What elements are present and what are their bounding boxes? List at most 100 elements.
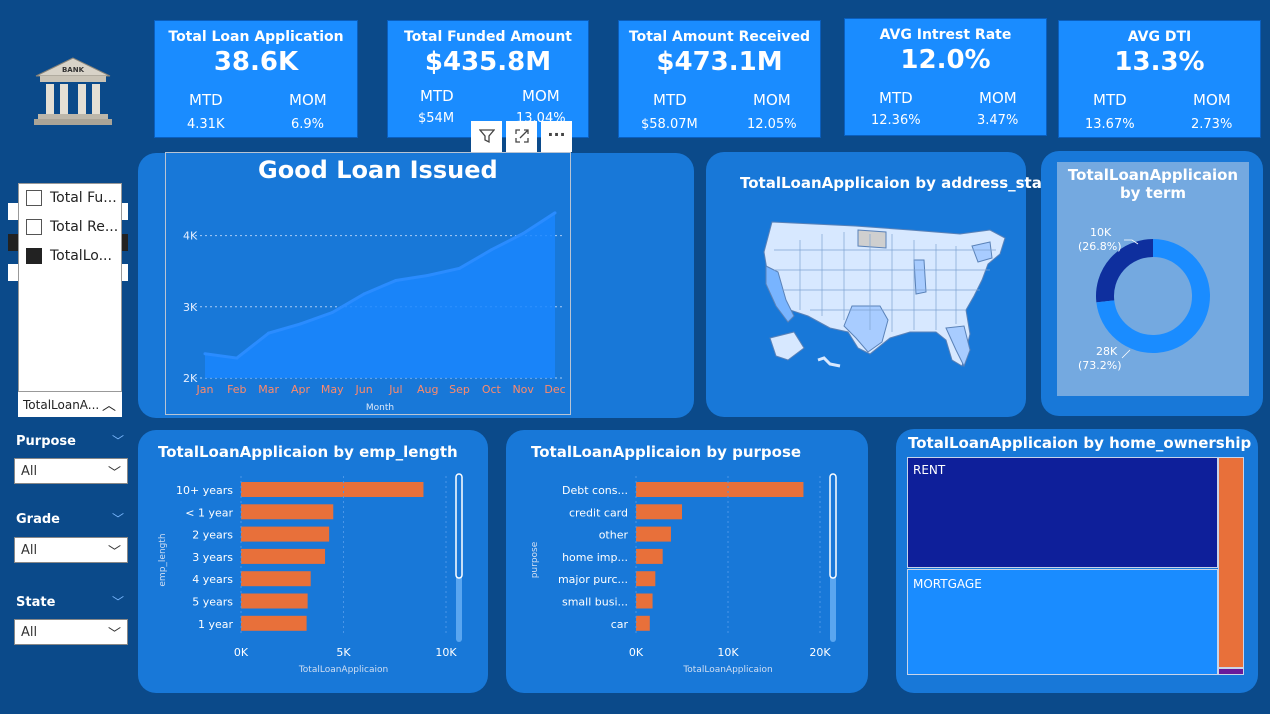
checkbox[interactable] xyxy=(26,219,42,235)
treemap-cell-mortgage[interactable]: MORTGAGE xyxy=(907,569,1218,675)
scrollbar-thumb xyxy=(829,473,837,579)
mtd-value: 4.31K xyxy=(187,117,225,132)
mtd-value: $58.07M xyxy=(641,117,698,132)
measure-option-total-received[interactable]: Total Re... xyxy=(26,219,118,235)
bar xyxy=(241,593,308,609)
x-tick-label: May xyxy=(321,383,344,396)
bar xyxy=(241,571,311,587)
kpi-total-amount-received[interactable]: Total Amount Received $473.1M MTD MOM $5… xyxy=(618,20,821,138)
state-alaska xyxy=(769,331,805,361)
chevron-down-icon[interactable]: ﹀ xyxy=(112,434,125,448)
kpi-title: AVG Intrest Rate xyxy=(879,27,1012,43)
filter-icon[interactable] xyxy=(471,121,502,152)
y-tick-label: < 1 year xyxy=(185,506,233,519)
home-ownership-title: TotalLoanApplicaion by home_ownership xyxy=(908,434,1252,452)
purpose-dropdown[interactable]: All ﹀ xyxy=(14,458,128,484)
data-point xyxy=(489,248,493,252)
state-dropdown[interactable]: All ﹀ xyxy=(14,619,128,645)
bar xyxy=(241,526,330,542)
x-tick-label: 0K xyxy=(234,646,249,659)
checkbox-checked[interactable] xyxy=(26,248,42,264)
kpi-value: $435.8M xyxy=(424,47,552,77)
x-axis-title: TotalLoanApplicaion xyxy=(298,665,388,675)
visual-header-toolbar[interactable]: ··· xyxy=(471,121,572,152)
grade-value: All xyxy=(21,543,38,558)
chevron-down-icon[interactable]: ﹀ xyxy=(112,512,125,526)
us-mainland-shape xyxy=(763,221,1006,367)
x-tick-label: Dec xyxy=(544,383,565,396)
kpi-title: Total Funded Amount xyxy=(404,29,572,45)
kpi-total-loan-application[interactable]: Total Loan Application 38.6K MTD MOM 4.3… xyxy=(154,20,358,138)
more-options-icon[interactable]: ··· xyxy=(541,121,572,152)
mtd-label: MTD xyxy=(653,91,687,109)
slice-value-label: 28K xyxy=(1096,345,1118,358)
kpi-title: Total Amount Received xyxy=(628,29,811,45)
measure-option-total-loan[interactable]: TotalLo... xyxy=(26,248,112,264)
bank-logo-text: BANK xyxy=(62,66,85,74)
mom-label: MOM xyxy=(753,91,791,109)
data-point xyxy=(458,266,462,270)
treemap-cell-rent[interactable]: RENT xyxy=(907,457,1218,568)
mom-value: 12.05% xyxy=(747,117,797,132)
data-point xyxy=(267,331,271,335)
state-grid xyxy=(774,232,996,332)
map-title: TotalLoanApplicaion by address_state xyxy=(740,174,1060,192)
term-donut-chart: 10K(26.8%) 28K(73.2%) xyxy=(1078,226,1210,372)
area-fill xyxy=(205,212,555,378)
us-map[interactable] xyxy=(760,220,1010,370)
treemap-cell-other[interactable] xyxy=(1218,668,1244,675)
kpi-total-funded-amount[interactable]: Total Funded Amount $435.8M MTD MOM $54M… xyxy=(387,20,589,138)
bar xyxy=(636,571,656,587)
purpose-filter-label: Purpose xyxy=(16,434,76,449)
treemap-cell-own[interactable] xyxy=(1218,457,1244,668)
purpose-value: All xyxy=(21,464,38,479)
grade-dropdown[interactable]: All ﹀ xyxy=(14,537,128,563)
x-tick-label: Sep xyxy=(449,383,470,396)
chevron-down-icon[interactable]: ﹀ xyxy=(112,595,125,609)
y-tick-label: 4K xyxy=(183,230,198,243)
data-point xyxy=(203,352,207,356)
kpi-avg-interest-rate[interactable]: AVG Intrest Rate 12.0% MTD MOM 12.36% 3.… xyxy=(844,18,1047,136)
series-line xyxy=(204,211,556,360)
donut-slice xyxy=(1096,239,1210,353)
focus-mode-icon[interactable] xyxy=(506,121,537,152)
scrollbar-thumb xyxy=(455,473,463,579)
purpose-card[interactable] xyxy=(506,430,868,693)
y-axis-title: emp_length xyxy=(158,533,168,586)
checkbox[interactable] xyxy=(26,190,42,206)
x-tick-label: 20K xyxy=(809,646,831,659)
measure-option-total-funded[interactable]: Total Fu... xyxy=(26,190,117,206)
selected-visual-frame[interactable] xyxy=(165,152,571,415)
y-axis-title: purpose xyxy=(530,541,540,578)
measure-dropdown[interactable]: TotalLoanA... ︿ xyxy=(18,391,122,417)
chevron-down-icon: ﹀ xyxy=(107,627,121,642)
mtd-label: MTD xyxy=(189,91,223,109)
x-tick-label: 10K xyxy=(435,646,457,659)
state-north-dakota xyxy=(857,229,887,249)
y-tick-label: 3K xyxy=(183,301,198,314)
donut-slice xyxy=(1096,239,1154,303)
x-tick-label: Aug xyxy=(417,383,438,396)
x-tick-label: Jun xyxy=(354,383,372,396)
treemap-label-mortgage: MORTGAGE xyxy=(913,577,982,591)
state-illinois xyxy=(913,259,927,295)
chevron-down-icon: ﹀ xyxy=(107,545,121,560)
x-tick-label: Oct xyxy=(482,383,502,396)
y-tick-label: 3 years xyxy=(192,551,233,564)
x-axis-title: TotalLoanApplicaion xyxy=(682,665,772,675)
y-tick-label: small busi... xyxy=(562,596,628,609)
purpose-bar-chart: Debt cons... credit card other home imp... m… xyxy=(530,473,837,675)
x-tick-label: Jul xyxy=(388,383,402,396)
chevron-up-icon: ︿ xyxy=(102,398,116,414)
kpi-value: 12.0% xyxy=(900,45,991,75)
data-point xyxy=(426,273,430,277)
kpi-title: AVG DTI xyxy=(1127,29,1192,45)
bar xyxy=(636,548,663,564)
kpi-avg-dti[interactable]: AVG DTI 13.3% MTD MOM 13.67% 2.73% xyxy=(1058,20,1261,138)
y-tick-label: 5 years xyxy=(192,596,233,609)
state-filter-label: State xyxy=(16,595,56,610)
bar xyxy=(241,548,326,564)
leader-line xyxy=(1121,349,1131,359)
bar xyxy=(241,615,307,631)
mom-value: 3.47% xyxy=(977,113,1019,128)
